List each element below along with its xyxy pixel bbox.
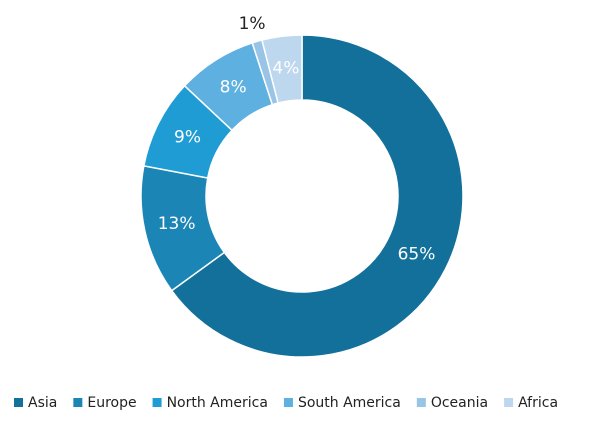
legend-swatch	[283, 398, 293, 407]
data-label: 65%	[398, 244, 436, 264]
donut-slice	[170, 34, 464, 358]
data-label: 1%	[239, 14, 266, 34]
legend-label: Asia	[28, 395, 57, 411]
legend-label: Europe	[87, 395, 136, 411]
donut-slice	[261, 34, 303, 104]
legend-label: South America	[298, 395, 401, 411]
legend-label: Oceania	[431, 395, 488, 411]
data-label: 4%	[272, 59, 299, 79]
legend-swatch	[504, 398, 514, 407]
data-label: 8%	[220, 78, 247, 98]
legend-label: Africa	[518, 395, 558, 411]
legend-swatch	[73, 398, 83, 407]
data-label: 9%	[174, 128, 201, 148]
legend-swatch	[152, 398, 162, 407]
legend-swatch	[416, 398, 426, 407]
legend-label: North America	[167, 395, 268, 411]
data-label: 13%	[158, 214, 196, 234]
legend-swatch	[14, 398, 23, 407]
